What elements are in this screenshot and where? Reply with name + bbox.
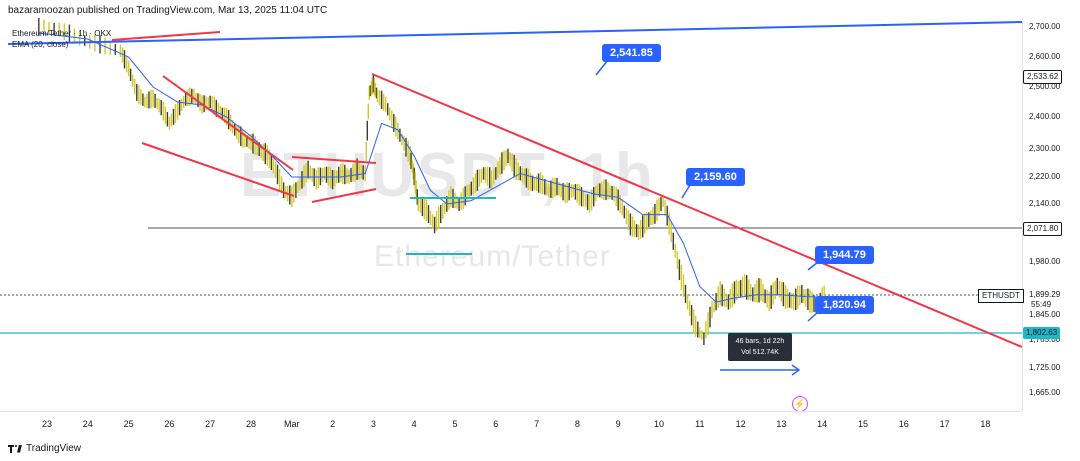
callout-1-pointer	[595, 59, 609, 76]
footer-brand: TradingView	[26, 443, 82, 454]
callout-2541: 2,541.85	[602, 44, 661, 62]
range-info-box: 46 bars, 1d 22h Vol 512.74K	[728, 333, 792, 361]
x-tick-label: 12	[735, 419, 746, 429]
x-tick-label: 6	[493, 419, 499, 429]
tag-resistance: 2,533.62	[1023, 70, 1063, 84]
red-main-trendline	[371, 73, 1022, 348]
range-bars: 46 bars, 1d 22h	[735, 338, 785, 345]
tag-countdown: 55:49	[1031, 300, 1052, 309]
y-tick-label: 2,140.00	[1029, 199, 1061, 208]
red-pennant-upper	[291, 156, 377, 164]
x-tick-label: 8	[574, 419, 580, 429]
red-trendline-top-left	[111, 31, 221, 41]
y-tick-label: 2,500.00	[1029, 82, 1061, 91]
flag-upper-white	[721, 269, 831, 277]
flag-lower-white	[721, 316, 831, 328]
x-tick-label: 2	[330, 419, 336, 429]
ema-line	[38, 32, 827, 303]
y-tick-label: 1,665.00	[1029, 388, 1061, 397]
x-tick-label: 4	[411, 419, 417, 429]
y-tick-label: 1,725.00	[1029, 363, 1061, 372]
tag-symbol: ETHUSDT	[978, 289, 1024, 303]
callout-2-pointer	[681, 184, 691, 199]
legend-ema: EMA (20, close)	[12, 40, 69, 49]
footer: TradingView	[8, 443, 81, 454]
red-channel-lower	[141, 142, 295, 197]
x-tick-label: 13	[776, 419, 787, 429]
red-pennant-lower	[311, 188, 377, 203]
x-tick-label: 26	[164, 419, 175, 429]
callout-1944: 1,944.79	[815, 246, 874, 264]
y-tick-label: 1,980.00	[1029, 257, 1061, 266]
x-tick-label: 18	[980, 419, 991, 429]
y-tick-label: 2,400.00	[1029, 112, 1061, 121]
tag-support-low: 1,802.63	[1023, 327, 1061, 339]
x-tick-label: 15	[857, 419, 869, 429]
x-tick-label: Mar	[284, 419, 300, 429]
range-volume: Vol 512.74K	[741, 349, 779, 356]
chart-svg	[0, 18, 1022, 376]
x-tick-label: 28	[245, 419, 257, 429]
legend-symbol: Ethereum/Tether · 1h · OKX	[12, 29, 112, 38]
tradingview-logo-icon	[8, 444, 22, 453]
time-axis[interactable]	[0, 411, 1022, 434]
x-tick-label: 11	[695, 419, 705, 429]
y-tick-label: 1,845.00	[1029, 310, 1061, 319]
red-channel-upper	[162, 75, 294, 171]
x-tick-label: 25	[123, 419, 134, 429]
tag-last-price: 1,899.29	[1029, 290, 1061, 299]
y-tick-label: 2,220.00	[1029, 172, 1061, 181]
x-tick-label: 24	[82, 419, 93, 429]
x-tick-label: 10	[653, 419, 665, 429]
x-tick-label: 14	[817, 419, 828, 429]
lightning-icon[interactable]: ⚡	[792, 396, 808, 412]
tag-support-mid: 2,071.80	[1023, 222, 1063, 236]
x-tick-label: 9	[615, 419, 621, 429]
x-tick-label: 3	[370, 419, 376, 429]
y-tick-label: 2,600.00	[1029, 52, 1061, 61]
y-tick-label: 2,700.00	[1029, 22, 1061, 31]
callout-2159: 2,159.60	[686, 168, 745, 186]
publish-header: bazaramoozan published on TradingView.co…	[8, 5, 328, 16]
chart-legend: Ethereum/Tether · 1h · OKX EMA (20, clos…	[12, 28, 111, 50]
x-tick-label: 17	[939, 419, 950, 429]
x-tick-label: 27	[205, 419, 216, 429]
x-tick-label: 23	[41, 419, 53, 429]
x-tick-label: 5	[452, 419, 458, 429]
blue-trendline	[7, 21, 1022, 45]
y-tick-label: 1,765.00	[1029, 335, 1061, 344]
y-tick-label: 2,300.00	[1029, 144, 1061, 153]
x-tick-label: 16	[898, 419, 909, 429]
x-tick-label: 7	[534, 419, 540, 429]
projection-arrow-head	[791, 364, 801, 376]
callout-1820: 1,820.94	[815, 296, 874, 314]
chart-plot-area[interactable]	[0, 18, 1022, 411]
